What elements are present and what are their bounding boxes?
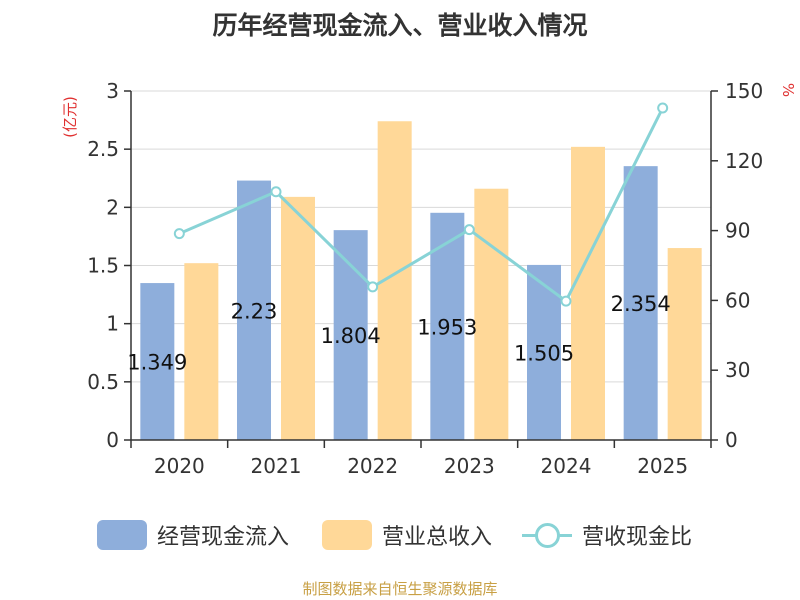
- y-left-tick-label: 2.5: [87, 137, 119, 161]
- chart-title: 历年经营现金流入、营业收入情况: [212, 11, 588, 40]
- bar-revenue: [474, 188, 509, 440]
- line-point-cash-ratio: [270, 186, 282, 198]
- legend-item-revenue[interactable]: 营业总收入: [322, 515, 492, 555]
- bar-revenue: [281, 196, 315, 440]
- bar-cash-inflow: [237, 180, 271, 440]
- line-point-cash-ratio: [463, 224, 475, 236]
- line-point-cash-ratio: [560, 295, 572, 307]
- legend-swatch-cash-inflow: [97, 520, 147, 550]
- line-cash-ratio: [178, 107, 665, 304]
- y-left-tick-label: 1: [106, 312, 119, 336]
- x-tick-label: 2022: [347, 454, 398, 478]
- y-right-tick-label: 150: [725, 79, 763, 103]
- data-label-cash-inflow: 1.953: [417, 315, 477, 339]
- legend-label-cash-inflow: 经营现金流入: [157, 525, 290, 550]
- y-right-tick-label: 0: [725, 428, 738, 452]
- x-tick-label: 2020: [154, 454, 205, 478]
- data-label-cash-inflow: 2.354: [611, 292, 671, 316]
- data-label-cash-inflow: 1.804: [321, 324, 381, 348]
- y-right-tick-label: 30: [725, 358, 750, 382]
- legend-label-revenue: 营业总收入: [382, 525, 493, 550]
- x-tick-label: 2023: [444, 454, 495, 478]
- y-right-axis-label: %: [779, 83, 797, 97]
- line-point-cash-ratio: [367, 281, 379, 293]
- legend-line-cash-ratio: [522, 520, 572, 550]
- y-left-tick-label: 3: [106, 79, 119, 103]
- data-label-cash-inflow: 2.23: [231, 299, 278, 323]
- legend: 经营现金流入 营业总收入 营收现金比: [0, 515, 800, 555]
- x-tick-label: 2021: [251, 454, 302, 478]
- y-left-tick-label: 0: [106, 428, 119, 452]
- x-tick-label: 2024: [541, 454, 592, 478]
- y-left-axis-label: (亿元): [61, 96, 79, 138]
- x-tick-label: 2025: [637, 454, 688, 478]
- y-right-tick-label: 60: [725, 288, 750, 312]
- legend-swatch-revenue: [322, 520, 372, 550]
- legend-item-cash-ratio[interactable]: 营收现金比: [522, 515, 692, 555]
- data-label-cash-inflow: 1.505: [514, 341, 574, 365]
- bar-revenue: [184, 263, 219, 440]
- data-label-cash-inflow: 1.349: [127, 351, 187, 375]
- y-left-tick-label: 2: [106, 195, 119, 219]
- bar-cash-inflow: [623, 166, 658, 440]
- bar-revenue: [571, 146, 605, 440]
- bar-revenue: [667, 248, 702, 440]
- source-footer: 制图数据来自恒生聚源数据库: [302, 580, 498, 598]
- legend-label-cash-ratio: 营收现金比: [582, 525, 693, 550]
- line-point-cash-ratio: [657, 102, 669, 114]
- line-point-cash-ratio: [173, 228, 185, 240]
- bar-cash-inflow: [140, 283, 175, 440]
- y-right-tick-label: 120: [725, 149, 763, 173]
- y-left-tick-label: 1.5: [87, 254, 119, 278]
- y-left-tick-label: 0.5: [87, 370, 119, 394]
- legend-item-cash-inflow[interactable]: 经营现金流入: [97, 515, 289, 555]
- y-right-tick-label: 90: [725, 219, 750, 243]
